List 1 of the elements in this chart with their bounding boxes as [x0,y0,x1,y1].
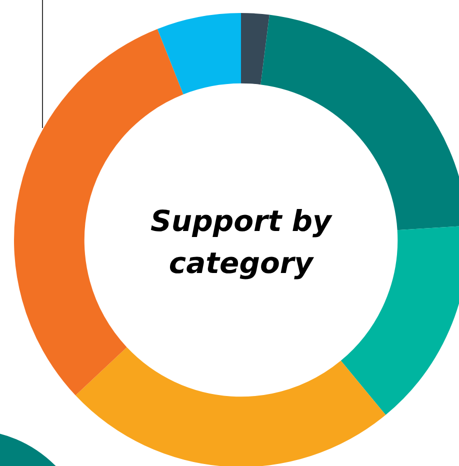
text: Support by category [150,203,334,282]
